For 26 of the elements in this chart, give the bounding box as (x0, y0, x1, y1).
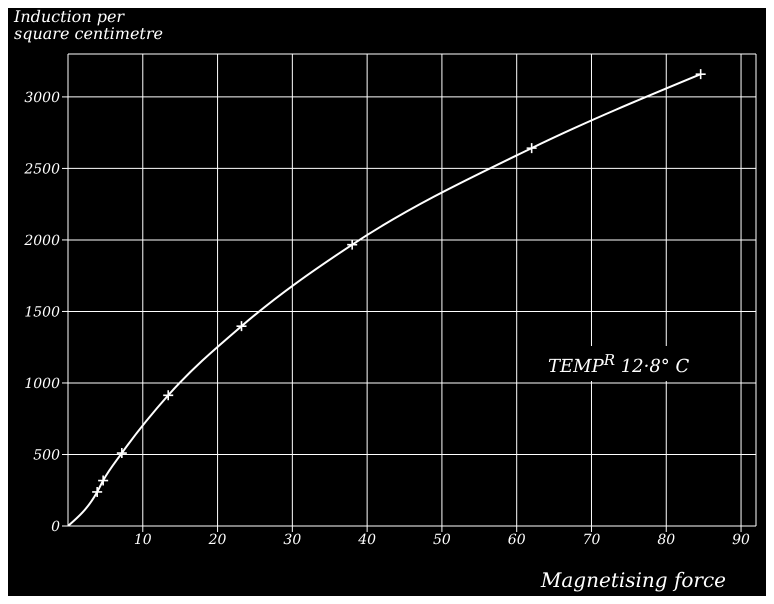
x-tick-label: 50 (433, 532, 451, 548)
x-tick-label: 10 (134, 532, 152, 548)
annotation: TEMP$^{R}$ 12·8° C (544, 346, 694, 381)
y-tick-label: 2000 (23, 232, 60, 249)
x-tick-label: 60 (508, 532, 526, 548)
x-tick-label: 70 (582, 532, 600, 548)
y-tick-label: 0 (51, 518, 60, 535)
x-tick-label: 40 (357, 532, 376, 548)
x-axis-title: Magnetising force (540, 568, 726, 592)
point (97, 474, 109, 486)
point (526, 142, 538, 154)
point (162, 389, 174, 402)
point (116, 447, 128, 459)
y-tick-label: 2500 (23, 161, 60, 178)
x-tick-label: 30 (283, 532, 302, 548)
x-tick-label: 80 (657, 532, 676, 548)
y-tick-label: 1000 (24, 376, 60, 392)
point (694, 68, 706, 80)
y-tick-label: 1500 (24, 304, 60, 320)
point (236, 320, 248, 332)
y-tick-label: 500 (33, 447, 60, 464)
y-axis-title: Induction per square centimetre (14, 7, 163, 43)
y-tick-label: 3000 (24, 90, 60, 106)
x-tick-label: 20 (208, 532, 227, 548)
point (91, 486, 103, 498)
x-tick-label: 90 (732, 532, 750, 548)
